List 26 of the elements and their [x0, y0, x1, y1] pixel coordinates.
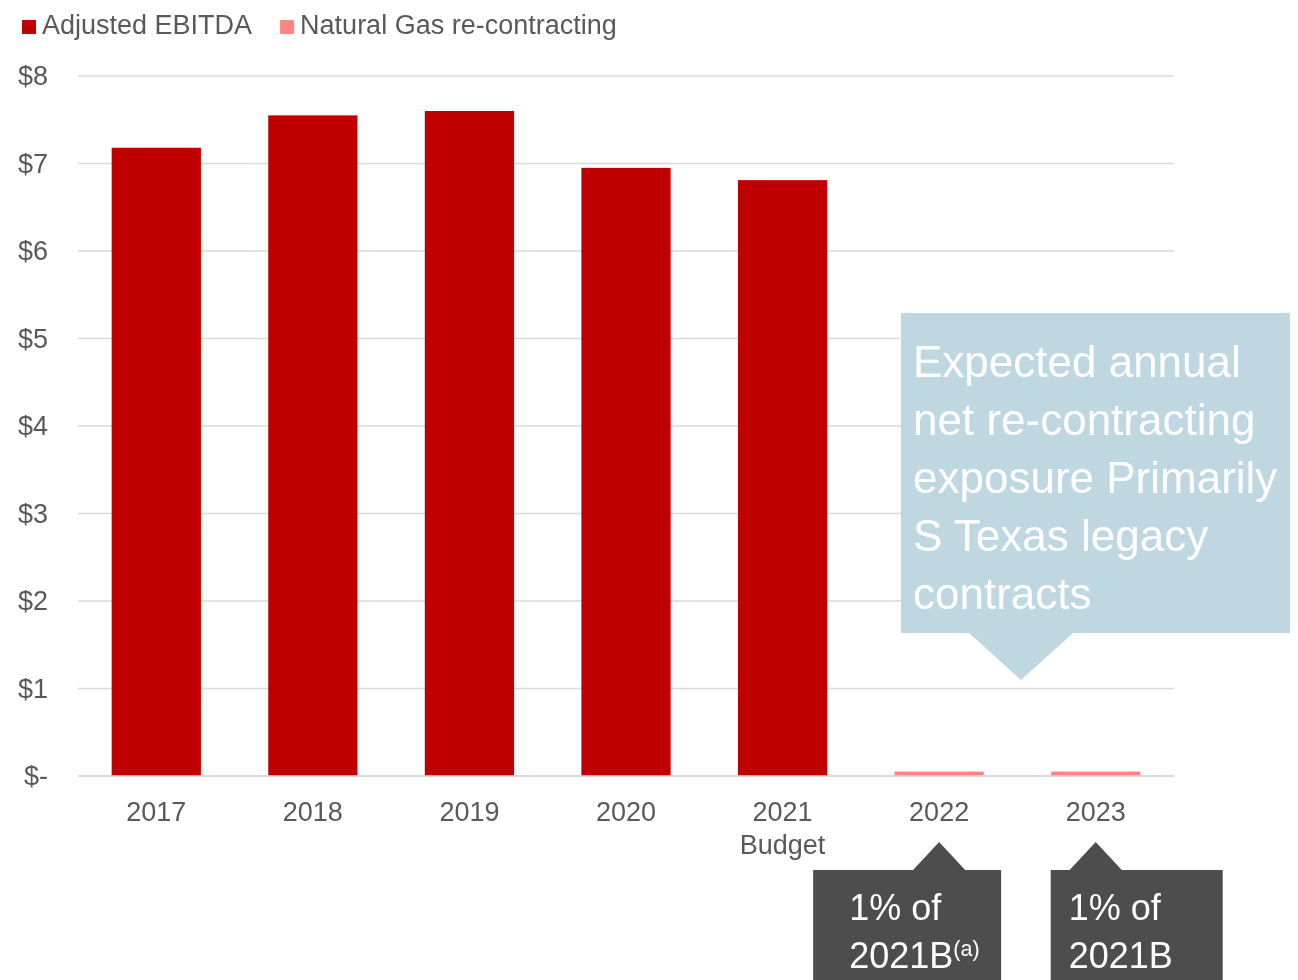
y-tick-label: $3 [17, 498, 48, 529]
x-tick-label: 2020 [595, 797, 657, 827]
x-tick-label: 2022 [909, 797, 970, 827]
bar [581, 167, 671, 776]
y-tick-label: $4 [17, 411, 48, 442]
x-tick-label: 2017 [126, 797, 187, 827]
y-tick-label: $8 [17, 61, 48, 92]
y-tick-label: $1 [17, 673, 48, 704]
y-tick-label: $5 [17, 323, 48, 354]
y-tick-label: $2 [17, 586, 48, 617]
bar [111, 147, 201, 776]
y-tick-label: $- [23, 761, 48, 792]
annotation: Expected annual net re-contracting exposure Primarily S Texas legacy contracts [913, 337, 1278, 618]
bar [424, 111, 515, 776]
y-tick-label: $6 [17, 236, 48, 267]
legend-label: Adjusted EBITDA [42, 10, 253, 40]
x-tick-label: 2019 [439, 797, 500, 827]
bar [268, 115, 358, 776]
legend-label: Natural Gas re-contracting [300, 10, 617, 40]
x-tick-label: 2018 [282, 797, 343, 827]
y-tick-label: $7 [17, 148, 48, 179]
text: 1% of 2021B [1068, 887, 1173, 976]
x-tick-label: 2023 [1065, 797, 1126, 827]
x-tick-label: 2021 Budget [739, 797, 826, 860]
text: 1% of 2021B$^{(a)}$ [849, 887, 980, 976]
bar [737, 180, 828, 776]
